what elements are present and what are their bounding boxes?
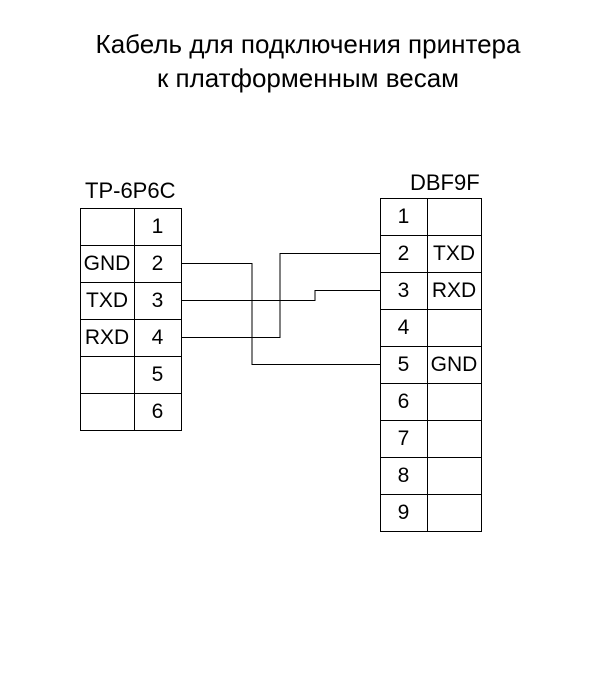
pin-row: 6 [380,383,481,420]
pin-number: 8 [380,457,428,495]
page-title: Кабель для подключения принтера к платфо… [0,0,616,96]
wire [182,264,380,365]
pin-number: 5 [134,356,182,394]
pin-row: 8 [380,457,481,494]
pin-number: 4 [134,319,182,357]
pin-row: 5 [80,356,181,393]
pin-signal: TXD [427,235,482,273]
pin-signal: RXD [427,272,482,310]
pin-signal: RXD [80,319,135,357]
pin-signal [427,198,482,236]
pin-number: 3 [134,282,182,320]
pin-number: 6 [134,393,182,431]
pin-signal [427,457,482,495]
pin-number: 6 [380,383,428,421]
pin-row: RXD4 [80,319,181,356]
pin-signal [427,383,482,421]
left-connector-table: 1GND2TXD3RXD456 [80,208,181,430]
pin-signal [427,420,482,458]
wire [182,291,380,301]
pin-row: 7 [380,420,481,457]
pin-number: 3 [380,272,428,310]
pin-signal: GND [80,245,135,283]
pin-row: TXD3 [80,282,181,319]
pin-signal: GND [427,346,482,384]
pin-signal [427,309,482,347]
left-connector-label: TP-6P6C [85,178,175,204]
title-line-1: Кабель для подключения принтера [96,29,521,59]
pin-row: 5GND [380,346,481,383]
pin-number: 9 [380,494,428,532]
right-connector-label: DBF9F [410,170,480,196]
title-line-2: к платформенным весам [157,63,459,93]
pin-signal: TXD [80,282,135,320]
pin-row: 9 [380,494,481,531]
pin-signal [80,393,135,431]
pin-number: 7 [380,420,428,458]
pin-row: 6 [80,393,181,430]
wiring-diagram: TP-6P6C 1GND2TXD3RXD456 DBF9F 12TXD3RXD4… [0,170,616,690]
pin-signal [80,356,135,394]
pin-row: 2TXD [380,235,481,272]
pin-row: 1 [380,198,481,235]
pin-number: 1 [380,198,428,236]
pin-row: 3RXD [380,272,481,309]
pin-number: 5 [380,346,428,384]
pin-row: 1 [80,208,181,245]
pin-signal [80,208,135,246]
pin-number: 1 [134,208,182,246]
pin-number: 2 [380,235,428,273]
pin-signal [427,494,482,532]
wire [182,254,380,338]
pin-row: GND2 [80,245,181,282]
pin-number: 4 [380,309,428,347]
right-connector-table: 12TXD3RXD45GND6789 [380,198,481,531]
pin-row: 4 [380,309,481,346]
pin-number: 2 [134,245,182,283]
